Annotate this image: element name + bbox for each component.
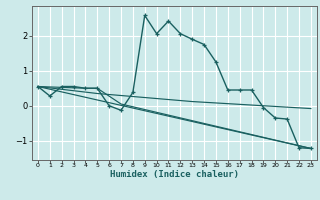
X-axis label: Humidex (Indice chaleur): Humidex (Indice chaleur) bbox=[110, 170, 239, 179]
